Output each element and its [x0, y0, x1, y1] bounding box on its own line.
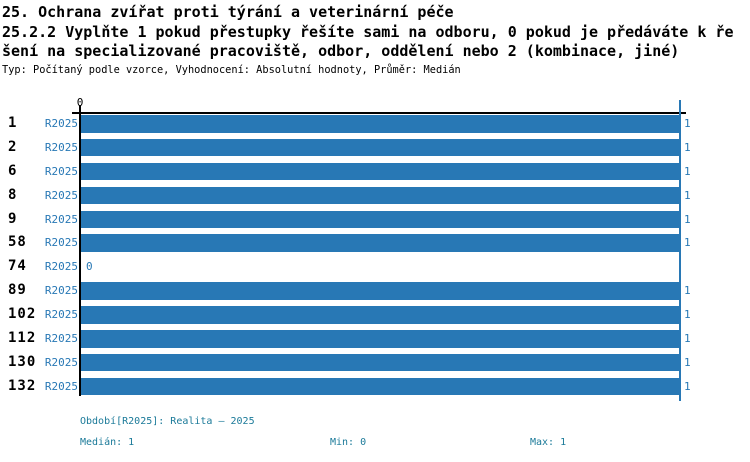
row-series-label: R2025 — [44, 117, 78, 130]
bar — [81, 186, 679, 205]
bar-value-label: 1 — [684, 212, 691, 226]
bar-value-label: 1 — [684, 188, 691, 202]
bar-value-label: 1 — [684, 140, 691, 154]
median-stat-label: Medián: 1 — [80, 437, 135, 448]
chart-row: 74 R2025 0 — [0, 257, 750, 281]
row-series-label: R2025 — [44, 212, 78, 226]
row-category-label: 6 — [8, 162, 18, 179]
row-series-label: R2025 — [44, 284, 78, 298]
bar-chart: 0 1 R2025 1 2 R2025 1 6 R2025 1 8 R2025 1 9 R2025 1 58 R… — [0, 95, 750, 410]
x-axis-tick-label-zero: 0 — [76, 96, 84, 109]
bar — [81, 234, 679, 252]
bar-value-label: 1 — [684, 117, 691, 130]
row-series-label: R2025 — [44, 260, 78, 274]
bar — [81, 353, 679, 372]
chart-subtitle-line-1: 25.2.2 Vyplňte 1 pokud přestupky řešíte … — [2, 23, 734, 41]
bar-value-label: 1 — [684, 355, 691, 369]
row-series-label: R2025 — [44, 308, 78, 322]
row-series-label: R2025 — [44, 332, 78, 346]
bar-value-label: 0 — [86, 260, 93, 274]
x-axis-top-line — [72, 112, 686, 114]
chart-row: 2 R2025 1 — [0, 138, 750, 162]
bar-value-label: 1 — [684, 308, 691, 322]
row-category-label: 2 — [8, 138, 18, 155]
row-category-label: 58 — [8, 234, 27, 251]
chart-row: 8 R2025 1 — [0, 186, 750, 210]
bar-value-label: 1 — [684, 379, 691, 393]
bar — [81, 306, 679, 324]
row-category-label: 1 — [8, 115, 18, 131]
min-stat-label: Min: 0 — [330, 437, 367, 448]
y-axis-line — [79, 105, 81, 396]
chart-row: 58 R2025 1 — [0, 233, 750, 257]
chart-row: 132 R2025 1 — [0, 377, 750, 401]
row-series-label: R2025 — [44, 140, 78, 154]
period-legend-label: Období[R2025]: Realita – 2025 — [80, 416, 255, 427]
chart-title: 25. Ochrana zvířat proti týrání a veteri… — [2, 3, 454, 21]
bar — [81, 210, 679, 229]
max-stat-label: Max: 1 — [530, 437, 567, 448]
bar-value-label: 1 — [684, 284, 691, 298]
chart-row: 130 R2025 1 — [0, 353, 750, 377]
bar-value-label: 1 — [684, 164, 691, 178]
row-series-label: R2025 — [44, 236, 78, 250]
chart-meta-info: Typ: Počítaný podle vzorce, Vyhodnocení:… — [2, 64, 461, 76]
bar-value-label: 1 — [684, 332, 691, 346]
chart-row: 102 R2025 1 — [0, 305, 750, 329]
bar — [81, 115, 679, 133]
row-series-label: R2025 — [44, 355, 78, 369]
bar — [81, 138, 679, 157]
row-category-label: 102 — [8, 306, 37, 323]
row-category-label: 132 — [8, 377, 37, 394]
chart-row: 6 R2025 1 — [0, 162, 750, 186]
row-category-label: 8 — [8, 186, 18, 203]
chart-row: 112 R2025 1 — [0, 329, 750, 353]
chart-subtitle-line-2: šení na specializované pracoviště, odbor… — [2, 42, 680, 60]
row-series-label: R2025 — [44, 379, 78, 393]
bar-value-label: 1 — [684, 236, 691, 250]
chart-row: 9 R2025 1 — [0, 210, 750, 234]
bar — [81, 377, 679, 396]
bar — [81, 162, 679, 181]
bar — [81, 282, 679, 300]
chart-row: 89 R2025 1 — [0, 281, 750, 305]
bar — [81, 330, 679, 348]
row-category-label: 89 — [8, 282, 27, 299]
chart-row: 1 R2025 1 — [0, 114, 750, 138]
row-series-label: R2025 — [44, 164, 78, 178]
max-value-gridline — [679, 100, 681, 401]
row-category-label: 74 — [8, 258, 27, 275]
chart-rows: 1 R2025 1 2 R2025 1 6 R2025 1 8 R2025 1 9 R2025 1 58 R20… — [0, 114, 750, 401]
row-series-label: R2025 — [44, 188, 78, 202]
row-category-label: 9 — [8, 210, 18, 227]
row-category-label: 112 — [8, 330, 37, 347]
row-category-label: 130 — [8, 353, 37, 370]
